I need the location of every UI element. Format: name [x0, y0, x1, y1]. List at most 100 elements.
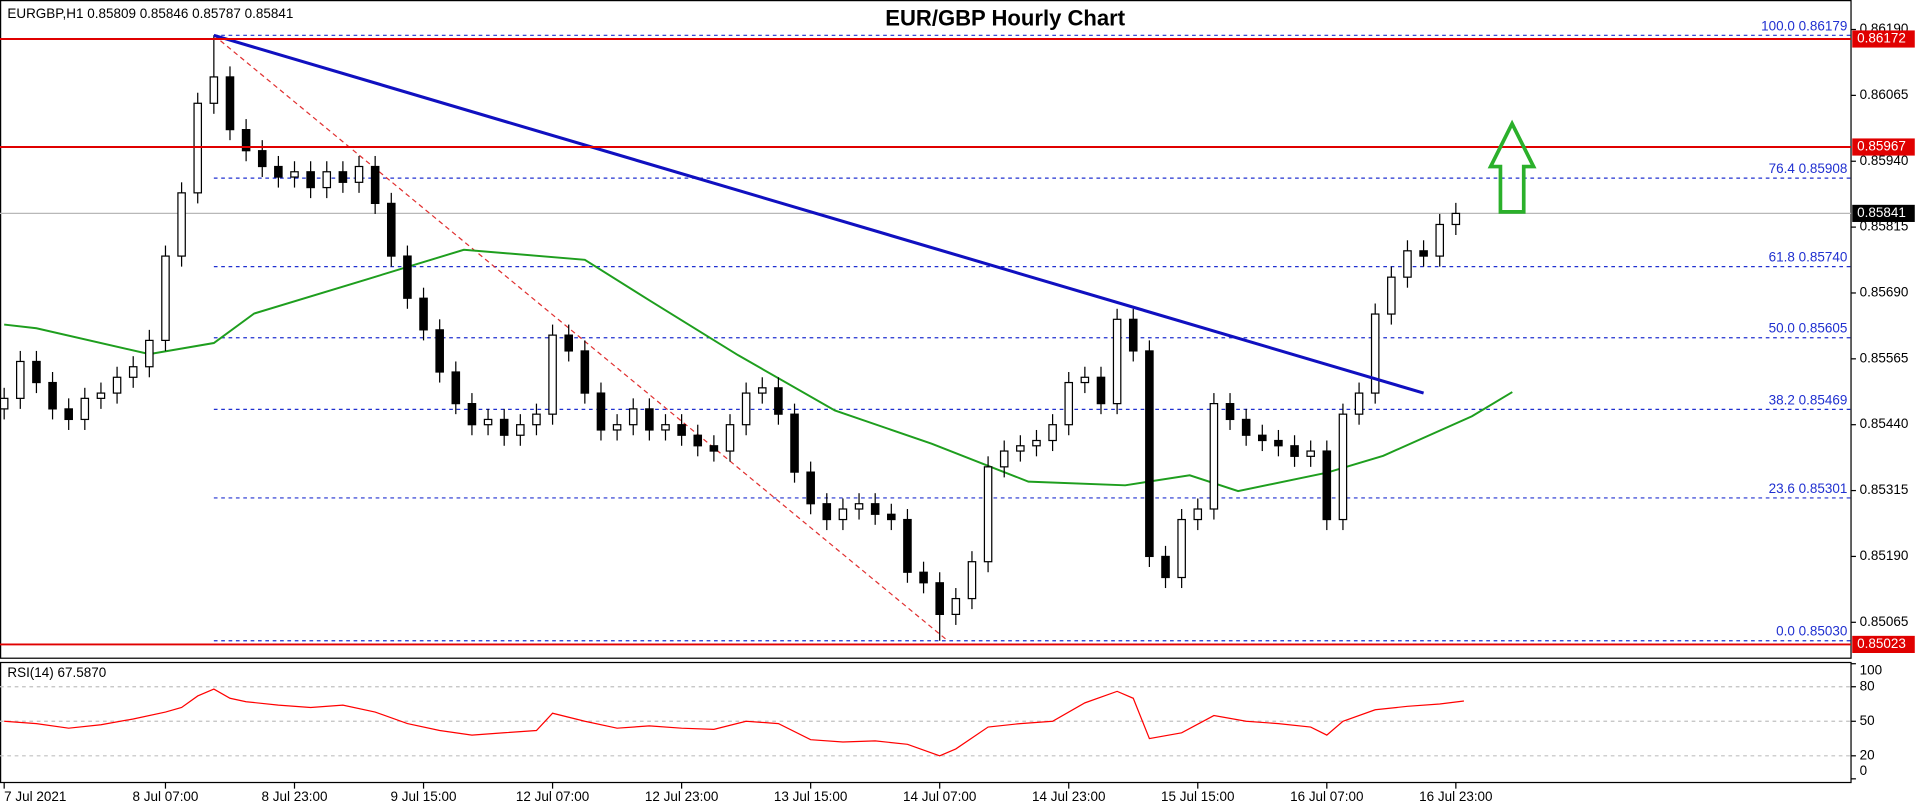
candle-body — [1080, 376, 1090, 384]
candle-body — [645, 408, 654, 431]
candle-body — [1193, 508, 1203, 521]
candle-body — [128, 366, 138, 378]
candle-body — [661, 424, 670, 431]
moving-average — [4, 248, 1513, 493]
fib-level-label: 38.2 0.85469 — [1769, 392, 1848, 407]
level-tag-label: 0.86172 — [1857, 31, 1906, 46]
candle-body — [499, 418, 509, 436]
y-tick-label: 100 — [1860, 663, 1882, 678]
candle-body — [741, 392, 751, 426]
candle-body — [1112, 318, 1122, 405]
candle-body — [370, 165, 380, 205]
candle-body — [1241, 418, 1251, 436]
candle-body — [1209, 403, 1219, 510]
candle-body — [1387, 276, 1396, 315]
last-price-tag — [1852, 204, 1915, 222]
candle-body — [177, 192, 186, 257]
candle-body — [225, 76, 235, 131]
x-tick-label: 14 Jul 07:00 — [903, 789, 976, 804]
candle-body — [1161, 555, 1170, 579]
candle-body — [532, 413, 541, 426]
candle-body — [1290, 445, 1299, 457]
x-tick-label: 15 Jul 15:00 — [1161, 789, 1234, 804]
y-tick-label: 0 — [1860, 763, 1868, 778]
candle-body — [951, 597, 961, 616]
candle-body — [774, 387, 783, 415]
x-tick-label: 14 Jul 23:00 — [1032, 789, 1105, 804]
candle-body — [854, 503, 864, 510]
candle-body — [483, 418, 493, 426]
candle-body — [64, 408, 73, 421]
y-tick-label: 0.85565 — [1860, 350, 1909, 365]
y-tick-label: 0.85940 — [1860, 153, 1909, 168]
candle-body — [564, 334, 574, 352]
y-tick-label: 0.85315 — [1860, 482, 1909, 497]
candle-body — [1370, 313, 1380, 394]
candle-body — [1064, 381, 1074, 426]
candle-body — [806, 471, 815, 505]
candle-body — [1096, 376, 1106, 405]
candle-body — [822, 503, 832, 521]
candle-body — [999, 450, 1009, 468]
fib-level-label: 76.4 0.85908 — [1769, 161, 1848, 176]
x-tick-label: 9 Jul 15:00 — [391, 789, 457, 804]
rsi-label: RSI(14) 67.5870 — [7, 665, 106, 680]
candle-body — [983, 466, 993, 563]
y-tick-label: 0.85440 — [1860, 416, 1909, 431]
level-tag — [1852, 138, 1915, 156]
level-tag-label: 0.85967 — [1857, 139, 1906, 154]
candle-body — [1258, 434, 1267, 442]
x-tick-label: 12 Jul 07:00 — [516, 789, 589, 804]
candle-body — [451, 371, 461, 405]
candle-body — [193, 102, 203, 194]
y-tick-label: 0.85690 — [1860, 285, 1909, 300]
x-tick-label: 12 Jul 23:00 — [645, 789, 718, 804]
candle-body — [0, 397, 9, 410]
level-tag — [1852, 635, 1915, 653]
candle-body — [1403, 250, 1412, 278]
x-tick-label: 8 Jul 07:00 — [132, 789, 198, 804]
candle-body — [677, 424, 686, 436]
candle-body — [257, 150, 267, 168]
candle-body — [1419, 250, 1428, 257]
rsi-line — [4, 688, 1464, 757]
x-tick-label: 13 Jul 15:00 — [774, 789, 847, 804]
candle-body — [306, 171, 315, 189]
candle-body — [1338, 413, 1348, 521]
candle-body — [1451, 212, 1461, 226]
candle-body — [1128, 318, 1138, 352]
candle-body — [1225, 403, 1235, 421]
x-tick-label: 16 Jul 23:00 — [1419, 789, 1492, 804]
trendline — [213, 33, 1425, 395]
rsi-panel-frame — [0, 661, 1852, 784]
candle-body — [386, 202, 396, 257]
candle-body — [354, 165, 364, 183]
fib-level-label: 0.0 0.85030 — [1776, 624, 1847, 639]
candle-body — [161, 255, 170, 342]
main-panel-frame — [0, 0, 1852, 659]
candle-body — [32, 360, 41, 384]
candle-body — [1354, 392, 1364, 415]
candle-body — [435, 329, 444, 373]
candle-body — [145, 339, 154, 368]
x-tick-label: 16 Jul 07:00 — [1290, 789, 1363, 804]
x-tick-label: 7 Jul 2021 — [4, 789, 66, 804]
candle-body — [596, 392, 606, 431]
candle-body — [548, 334, 557, 415]
candle-body — [48, 381, 57, 410]
y-tick-label: 0.85815 — [1860, 219, 1909, 234]
candle-body — [612, 424, 622, 431]
candle-body — [757, 387, 767, 394]
level-tag — [1852, 30, 1915, 48]
candle-body — [403, 255, 412, 299]
fib-diagonal — [213, 34, 949, 642]
candle-body — [516, 424, 525, 436]
candle-body — [628, 408, 638, 426]
candle-body — [16, 360, 25, 399]
x-tick-label: 8 Jul 23:00 — [262, 789, 328, 804]
candle-body — [1016, 445, 1025, 452]
candle-body — [80, 397, 90, 421]
candle-body — [838, 508, 848, 521]
fib-level-label: 100.0 0.86179 — [1761, 18, 1847, 33]
